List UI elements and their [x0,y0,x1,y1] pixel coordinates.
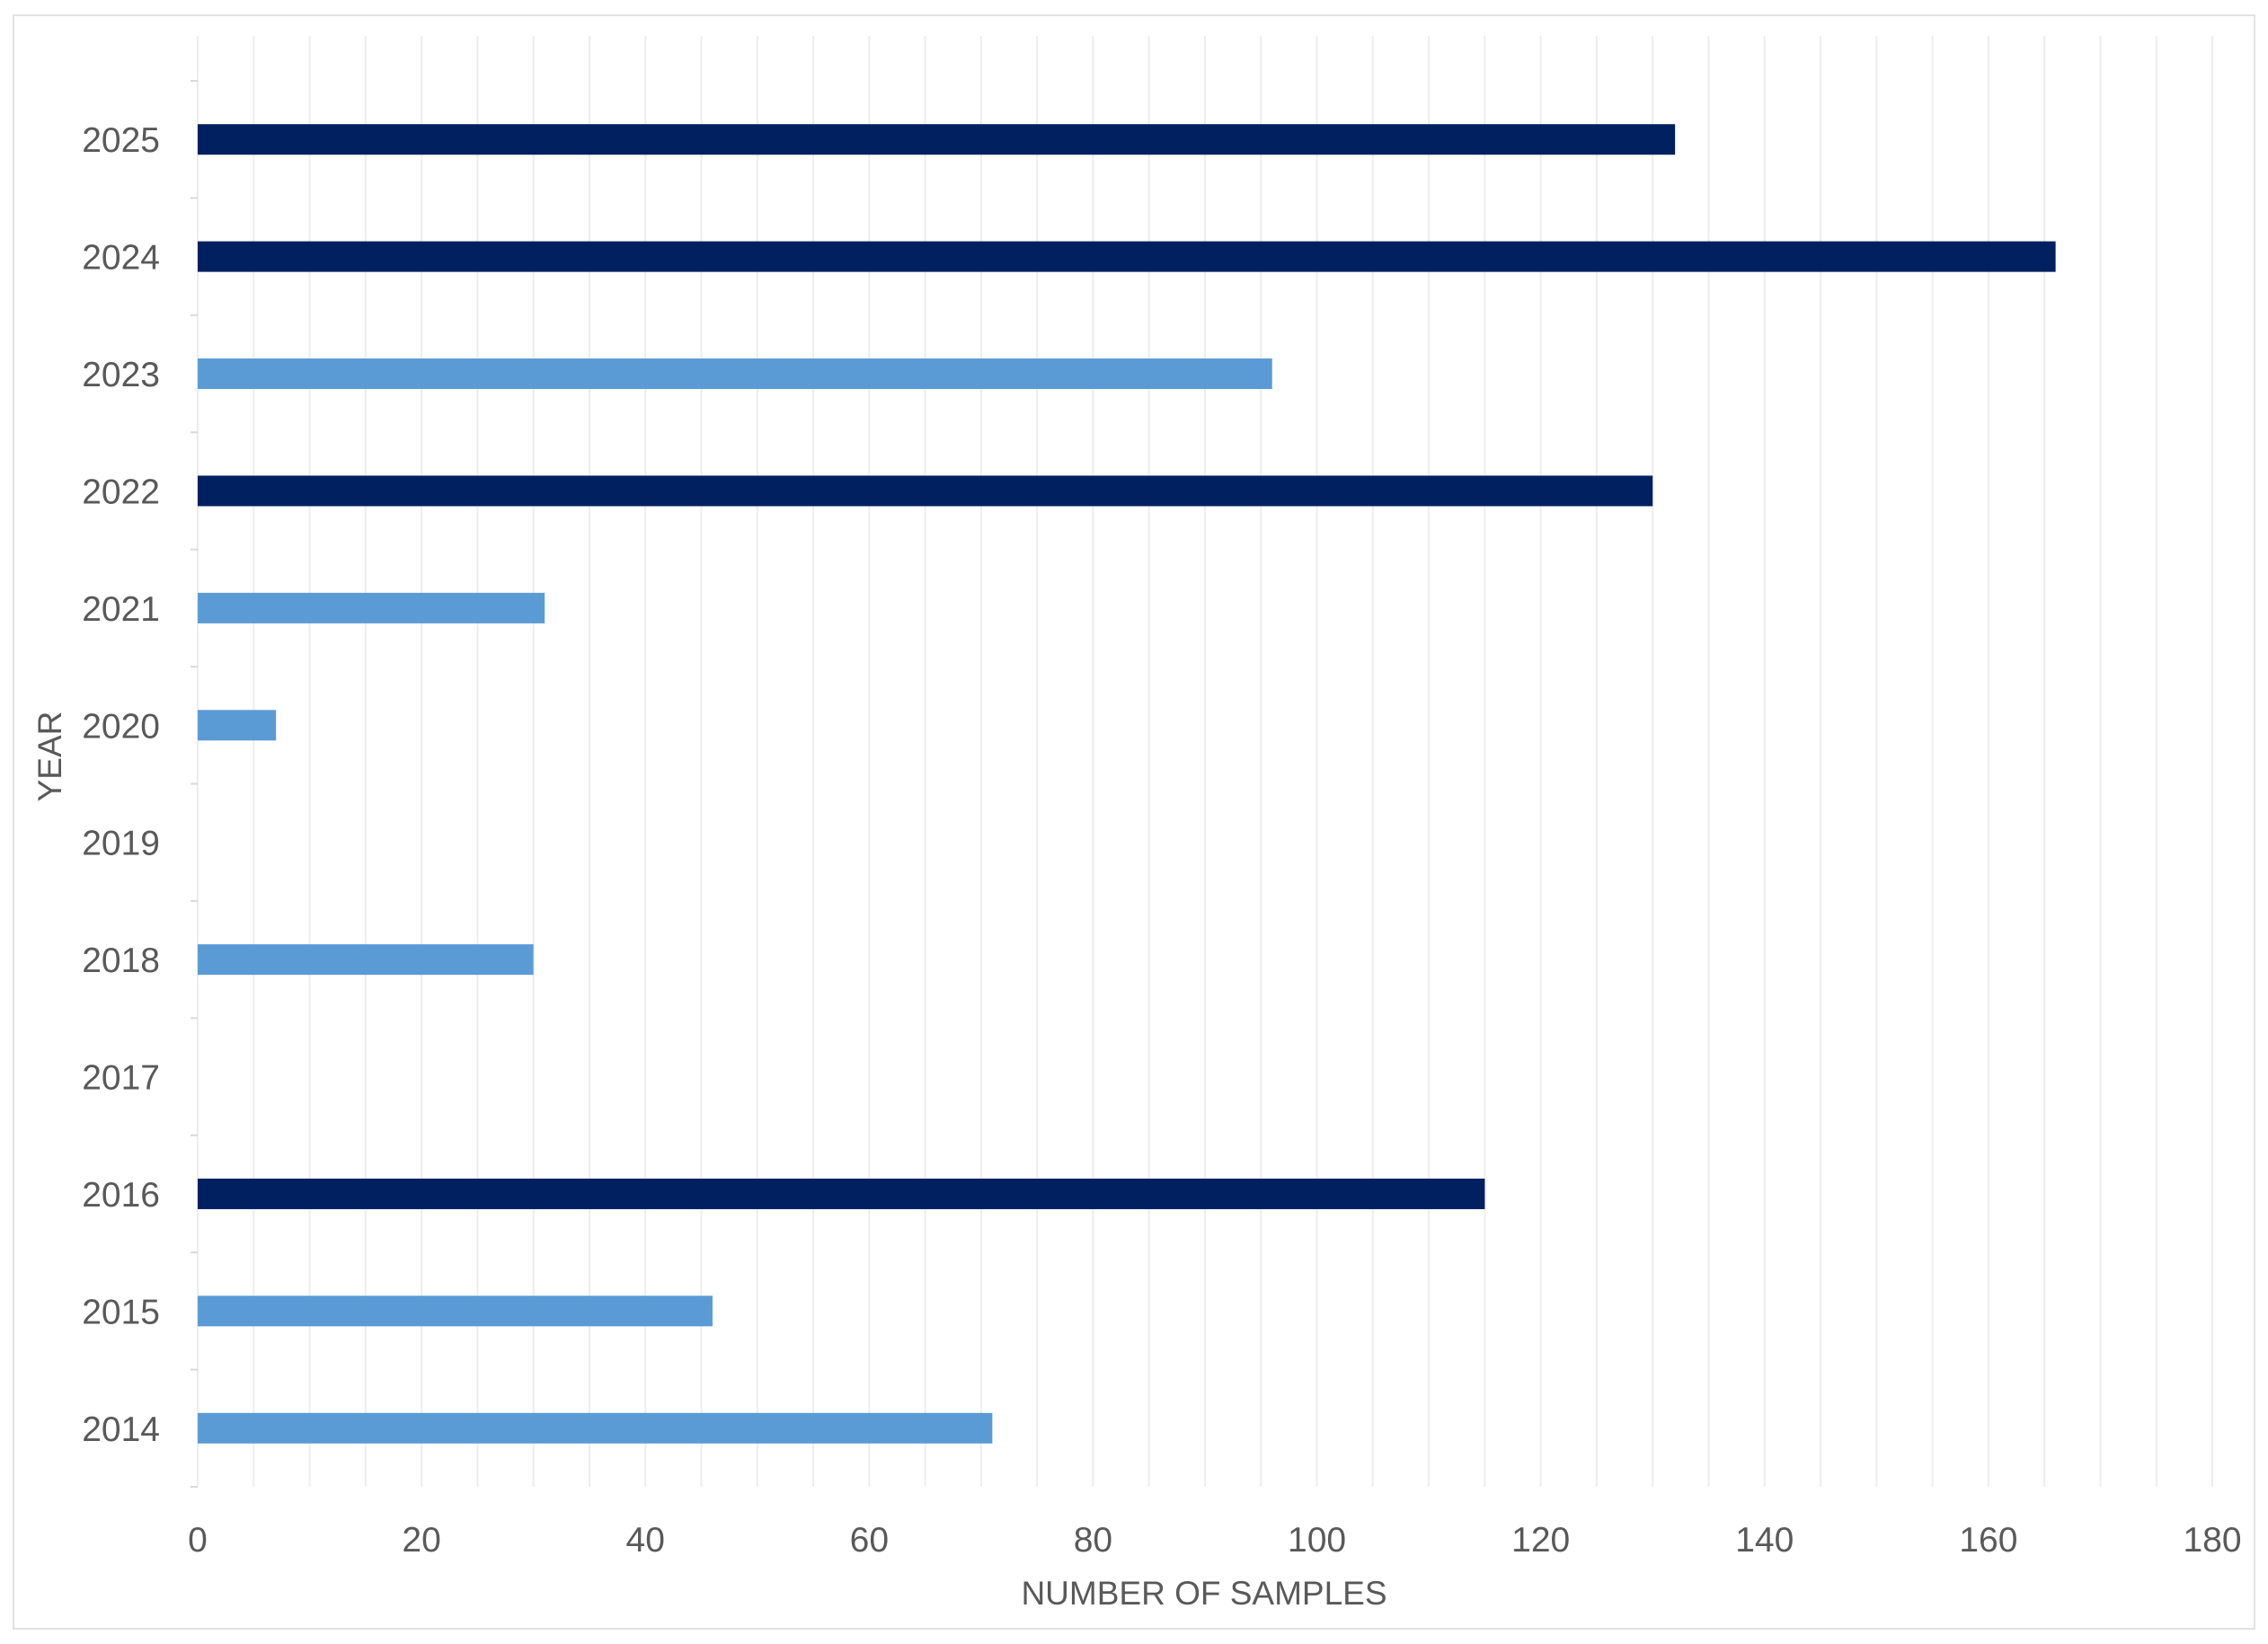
x-tick-labels: 0 20 40 60 80 100 120 140 160 180 [188,1521,2241,1560]
x-tick-label-0: 0 [188,1521,208,1560]
bar-2024 [198,241,2056,272]
bar-2025 [198,124,1676,155]
x-tick-label-160: 160 [1959,1521,2017,1560]
y-tick-label-2022: 2022 [82,473,160,511]
x-tick-label-140: 140 [1735,1521,1794,1560]
x-tick-label-100: 100 [1288,1521,1346,1560]
y-tick-label-2018: 2018 [82,941,160,980]
grid-lines [190,36,2213,1488]
y-tick-label-2021: 2021 [82,590,160,629]
y-tick-labels: 2014 2015 2016 2017 2018 2019 2020 2021 2022 2023… [82,121,160,1449]
bar-2014 [198,1412,993,1444]
chart-frame [13,14,2255,1630]
bar-2016 [198,1178,1485,1209]
bars [198,124,2056,1444]
y-tick-label-2023: 2023 [82,356,160,394]
bar-2018 [198,944,534,976]
x-axis-title: NUMBER OF SAMPLES [1021,1575,1386,1612]
x-tick-label-40: 40 [626,1521,665,1560]
y-tick-label-2025: 2025 [82,121,160,160]
bar-2023 [198,358,1272,390]
x-tick-label-80: 80 [1074,1521,1112,1560]
y-axis-title: YEAR [31,712,68,802]
y-tick-label-2016: 2016 [82,1176,160,1215]
bar-2022 [198,475,1653,507]
y-tick-label-2015: 2015 [82,1293,160,1331]
bar-2015 [198,1295,713,1327]
x-tick-label-60: 60 [850,1521,889,1560]
y-tick-label-2024: 2024 [82,239,160,278]
x-tick-label-180: 180 [2183,1521,2241,1560]
y-tick-label-2014: 2014 [82,1410,160,1449]
x-tick-label-120: 120 [1511,1521,1570,1560]
bar-2020 [198,710,277,741]
y-tick-label-2020: 2020 [82,707,160,746]
y-tick-label-2019: 2019 [82,825,160,863]
bar-2021 [198,592,545,623]
x-tick-label-20: 20 [402,1521,440,1560]
y-tick-label-2017: 2017 [82,1059,160,1098]
